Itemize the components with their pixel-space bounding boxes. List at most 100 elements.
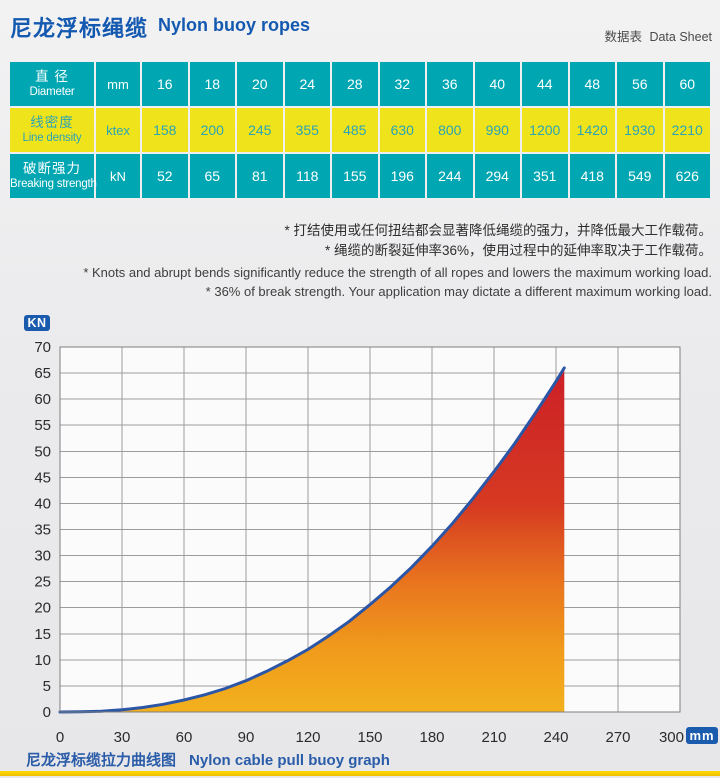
value-cell: 44 bbox=[522, 62, 568, 106]
datasheet-label-en: Data Sheet bbox=[649, 30, 712, 44]
row-unit-cell: kN bbox=[96, 154, 140, 198]
y-tick-label: 0 bbox=[43, 704, 51, 721]
x-tick-label: 210 bbox=[481, 729, 506, 746]
value-cell: 65 bbox=[189, 154, 235, 198]
y-tick-label: 65 bbox=[34, 365, 51, 382]
value-cell: 1420 bbox=[569, 108, 615, 152]
x-tick-label: 270 bbox=[605, 729, 630, 746]
value-cell: 990 bbox=[474, 108, 520, 152]
value-cell: 630 bbox=[379, 108, 425, 152]
table-row: 直 径 Diameter mm 16 18 20 24 28 32 36 40 44 48 56 60 bbox=[10, 62, 710, 106]
value-cell: 24 bbox=[284, 62, 330, 106]
y-axis-labels: 0 5 10 15 20 25 30 35 40 45 50 55 60 65 70 bbox=[34, 339, 51, 721]
y-tick-label: 15 bbox=[34, 626, 51, 643]
x-axis-unit-badge: mm bbox=[686, 727, 718, 744]
value-cell: 40 bbox=[474, 62, 520, 106]
y-tick-label: 30 bbox=[34, 548, 51, 565]
value-cell: 485 bbox=[332, 108, 378, 152]
x-tick-label: 120 bbox=[295, 729, 320, 746]
x-axis-labels: 0 30 60 90 120 150 180 210 240 270 300 bbox=[56, 729, 684, 746]
value-cell: 196 bbox=[379, 154, 425, 198]
x-tick-label: 60 bbox=[176, 729, 193, 746]
value-cell: 52 bbox=[142, 154, 188, 198]
value-cell: 245 bbox=[237, 108, 283, 152]
y-tick-label: 25 bbox=[34, 574, 51, 591]
x-tick-label: 240 bbox=[543, 729, 568, 746]
value-cell: 1930 bbox=[617, 108, 663, 152]
value-cell: 351 bbox=[522, 154, 568, 198]
footnote-zh-2: * 绳缆的断裂延伸率36%，使用过程中的延伸率取决于工作载荷。 bbox=[324, 243, 712, 258]
chart-plot: 0 5 10 15 20 25 30 35 40 45 50 55 60 65 70 0 30 60 90 120 15… bbox=[34, 339, 684, 746]
value-cell: 16 bbox=[142, 62, 188, 106]
value-cell: 800 bbox=[427, 108, 473, 152]
value-cell: 200 bbox=[189, 108, 235, 152]
value-cell: 626 bbox=[664, 154, 710, 198]
y-tick-label: 10 bbox=[34, 652, 51, 669]
page-header: 尼龙浮标绳缆 Nylon buoy ropes 数据表 Data Sheet bbox=[0, 0, 720, 56]
y-tick-label: 60 bbox=[34, 391, 51, 408]
x-tick-label: 180 bbox=[419, 729, 444, 746]
footnote-en-1: * Knots and abrupt bends significantly r… bbox=[83, 265, 712, 280]
y-tick-label: 40 bbox=[34, 495, 51, 512]
chart-caption-zh: 尼龙浮标缆拉力曲线图 bbox=[26, 752, 177, 769]
value-cell: 118 bbox=[284, 154, 330, 198]
bottom-accent-bar bbox=[0, 771, 720, 776]
footnote-en-2: * 36% of break strength. Your applicatio… bbox=[205, 284, 712, 299]
curve-line bbox=[58, 366, 566, 714]
x-tick-label: 150 bbox=[357, 729, 382, 746]
chart-caption: 尼龙浮标缆拉力曲线图 Nylon cable pull buoy graph bbox=[26, 749, 390, 770]
value-cell: 60 bbox=[664, 62, 710, 106]
curve-area-fill bbox=[60, 367, 565, 712]
y-axis-unit-badge: KN bbox=[24, 315, 50, 331]
y-tick-label: 5 bbox=[43, 678, 51, 695]
value-cell: 1200 bbox=[522, 108, 568, 152]
spec-table: 直 径 Diameter mm 16 18 20 24 28 32 36 40 44 48 56 60 线密度… bbox=[8, 60, 712, 200]
x-tick-label: 300 bbox=[659, 729, 684, 746]
y-tick-label: 70 bbox=[34, 339, 51, 356]
row-label-cell: 直 径 Diameter bbox=[10, 62, 94, 106]
y-tick-label: 50 bbox=[34, 443, 51, 460]
y-tick-label: 35 bbox=[34, 522, 51, 539]
value-cell: 244 bbox=[427, 154, 473, 198]
row-unit-cell: mm bbox=[96, 62, 140, 106]
row-label-zh: 线密度 bbox=[30, 115, 74, 130]
row-label-zh: 直 径 bbox=[35, 69, 69, 84]
pull-strength-chart: KN 0 5 10 15 20 25 30 35 40 45 50 55 60 65 70 0 30 60 90 12… bbox=[0, 308, 720, 748]
value-cell: 355 bbox=[284, 108, 330, 152]
datasheet-label-zh: 数据表 bbox=[604, 30, 642, 44]
plot-border bbox=[59, 346, 681, 713]
value-cell: 549 bbox=[617, 154, 663, 198]
x-tick-label: 0 bbox=[56, 729, 64, 746]
value-cell: 418 bbox=[569, 154, 615, 198]
footnote-zh-1: * 打结使用或任何扭结都会显著降低绳缆的强力，并降低最大工作载荷。 bbox=[284, 223, 712, 238]
page-title-zh: 尼龙浮标绳缆 bbox=[10, 16, 149, 41]
value-cell: 18 bbox=[189, 62, 235, 106]
page-title-en: Nylon buoy ropes bbox=[158, 15, 311, 35]
row-label-en: Breaking strength bbox=[10, 178, 97, 190]
table-row: 线密度 Line density ktex 158 200 245 355 485 630 800… bbox=[10, 108, 710, 152]
footnotes: * 打结使用或任何扭结都会显著降低绳缆的强力，并降低最大工作载荷。 * 绳缆的断… bbox=[83, 221, 712, 301]
value-cell: 294 bbox=[474, 154, 520, 198]
value-cell: 36 bbox=[427, 62, 473, 106]
row-label-cell: 线密度 Line density bbox=[10, 108, 94, 152]
chart-caption-en: Nylon cable pull buoy graph bbox=[189, 752, 390, 769]
row-unit-cell: ktex bbox=[96, 108, 140, 152]
x-tick-label: 30 bbox=[114, 729, 131, 746]
y-tick-label: 20 bbox=[34, 600, 51, 617]
spec-table-body: 直 径 Diameter mm 16 18 20 24 28 32 36 40 44 48 56 60 线密度… bbox=[10, 62, 710, 198]
row-label-zh: 破断强力 bbox=[23, 161, 81, 176]
table-row: 破断强力 Breaking strength kN 52 65 81 118 155 196 24… bbox=[10, 154, 710, 198]
value-cell: 20 bbox=[237, 62, 283, 106]
value-cell: 81 bbox=[237, 154, 283, 198]
y-tick-label: 45 bbox=[34, 469, 51, 486]
row-label-en: Line density bbox=[22, 132, 82, 144]
value-cell: 155 bbox=[332, 154, 378, 198]
value-cell: 32 bbox=[379, 62, 425, 106]
row-label-cell: 破断强力 Breaking strength bbox=[10, 154, 97, 198]
value-cell: 158 bbox=[142, 108, 188, 152]
value-cell: 28 bbox=[332, 62, 378, 106]
value-cell: 48 bbox=[569, 62, 615, 106]
value-cell: 56 bbox=[617, 62, 663, 106]
y-tick-label: 55 bbox=[34, 417, 51, 434]
value-cell: 2210 bbox=[664, 108, 710, 152]
